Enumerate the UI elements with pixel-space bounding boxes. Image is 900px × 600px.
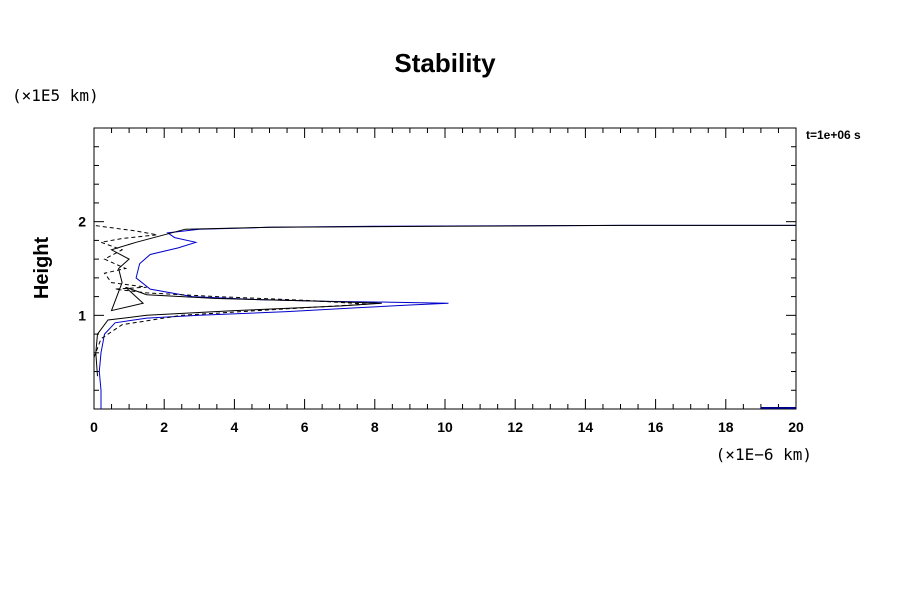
x-tick-label: 0 — [90, 419, 98, 435]
x-tick-label: 10 — [437, 419, 453, 435]
x-tick-label: 18 — [718, 419, 734, 435]
series-line-1 — [98, 224, 796, 409]
y-tick-label: 2 — [78, 214, 86, 230]
chart-title: Stability — [394, 48, 496, 78]
plot-frame — [93, 127, 797, 410]
series-line-3 — [93, 224, 368, 358]
x-tick-label: 14 — [578, 419, 594, 435]
x-tick-label: 6 — [301, 419, 309, 435]
x-tick-labels: 0 2 4 6 8 10 12 14 16 18 20 — [90, 419, 804, 435]
x-tick-label: 2 — [160, 419, 168, 435]
series-line-2 — [95, 224, 796, 377]
x-tick-label: 8 — [371, 419, 379, 435]
x-tick-label: 16 — [648, 419, 664, 435]
time-label: t=1e+06 s — [806, 128, 861, 142]
x-tick-label: 4 — [231, 419, 239, 435]
x-unit-label: (×1E−6 km) — [716, 445, 812, 464]
y-axis-label: Height — [31, 237, 53, 300]
y-unit-label: (×1E5 km) — [12, 86, 99, 105]
y-tick-label: 1 — [78, 307, 86, 323]
x-tick-label: 12 — [507, 419, 523, 435]
axis-ticks — [93, 127, 797, 410]
y-tick-labels: 12 — [78, 214, 86, 324]
x-tick-label: 20 — [788, 419, 804, 435]
series-group — [93, 224, 796, 409]
